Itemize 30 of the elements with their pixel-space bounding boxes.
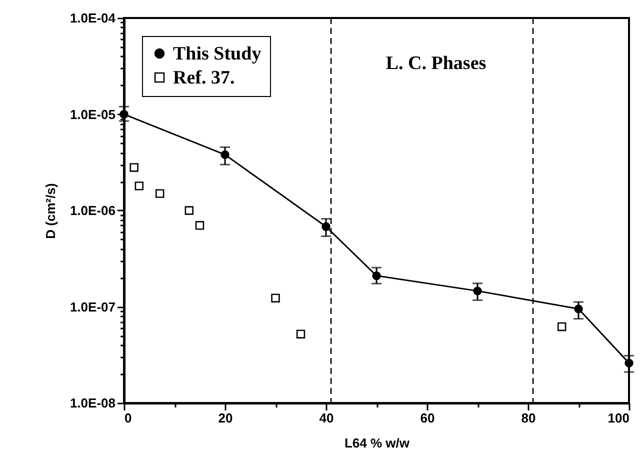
- point: [557, 322, 566, 332]
- y-tick-label: 1.0E-05: [70, 106, 116, 122]
- point: [155, 189, 164, 198]
- annotation: L. C. Phases: [386, 53, 486, 74]
- x-tick-label: 80: [521, 410, 536, 426]
- x-tick-label: 20: [218, 410, 233, 426]
- point: [184, 206, 194, 215]
- point: [296, 330, 306, 338]
- point: [195, 221, 204, 230]
- x-axis-title: L64 % w/w: [344, 436, 410, 450]
- point: [624, 358, 634, 368]
- point: [372, 271, 381, 280]
- legend-label: Ref. 37.: [173, 68, 235, 88]
- point: [134, 182, 144, 190]
- legend-label: This Study: [173, 44, 262, 64]
- point: [322, 222, 330, 231]
- point: [271, 294, 280, 302]
- point: [130, 163, 138, 172]
- y-tick-label: 1.0E-08: [70, 396, 116, 410]
- x-tick-label: 100: [608, 410, 630, 426]
- point: [574, 304, 583, 314]
- x-tick-label: 60: [420, 410, 435, 426]
- y-axis-title: D (cm²/s): [42, 183, 58, 239]
- x-tick-label: 0: [124, 410, 132, 426]
- y-tick-label: 1.0E-07: [70, 299, 116, 314]
- point: [473, 286, 482, 296]
- x-tick-label: 40: [319, 410, 334, 426]
- y-tick-label: 1.0E-06: [70, 203, 116, 218]
- point: [220, 150, 230, 160]
- y-tick-label: 1.0E-04: [70, 10, 116, 26]
